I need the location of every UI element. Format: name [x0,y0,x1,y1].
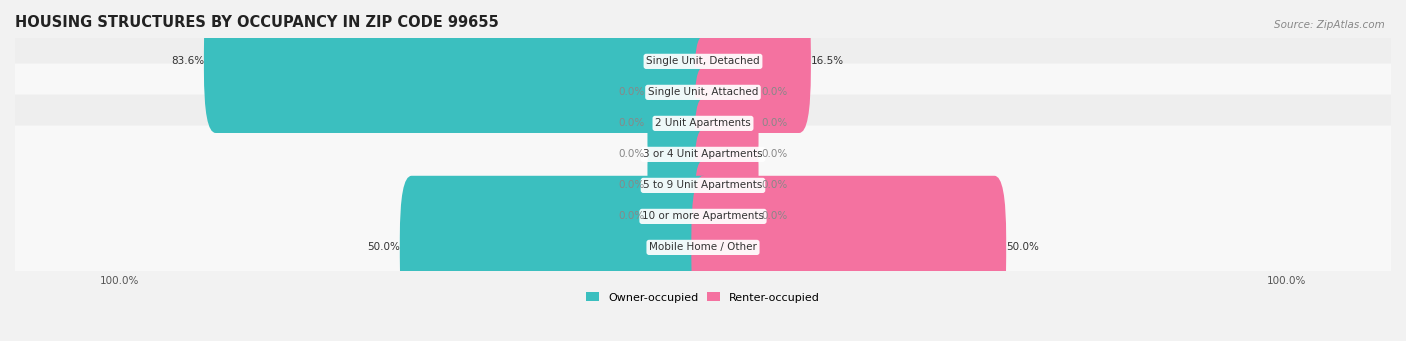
FancyBboxPatch shape [0,125,1406,341]
Text: 0.0%: 0.0% [761,87,787,98]
FancyBboxPatch shape [695,67,758,179]
FancyBboxPatch shape [399,176,714,319]
Text: 0.0%: 0.0% [619,149,645,159]
FancyBboxPatch shape [648,67,711,179]
Text: 0.0%: 0.0% [619,180,645,190]
FancyBboxPatch shape [0,32,1406,276]
FancyBboxPatch shape [0,1,1406,245]
Text: 0.0%: 0.0% [761,180,787,190]
Text: 0.0%: 0.0% [761,118,787,128]
Text: 0.0%: 0.0% [619,118,645,128]
Text: 0.0%: 0.0% [619,211,645,221]
FancyBboxPatch shape [0,0,1406,214]
FancyBboxPatch shape [695,160,758,272]
Text: HOUSING STRUCTURES BY OCCUPANCY IN ZIP CODE 99655: HOUSING STRUCTURES BY OCCUPANCY IN ZIP C… [15,15,499,30]
FancyBboxPatch shape [0,0,1406,183]
Text: 0.0%: 0.0% [761,149,787,159]
Text: 50.0%: 50.0% [367,242,399,252]
Text: 0.0%: 0.0% [619,87,645,98]
Text: 3 or 4 Unit Apartments: 3 or 4 Unit Apartments [643,149,763,159]
FancyBboxPatch shape [648,129,711,241]
Legend: Owner-occupied, Renter-occupied: Owner-occupied, Renter-occupied [581,287,825,307]
FancyBboxPatch shape [0,94,1406,338]
Text: Single Unit, Attached: Single Unit, Attached [648,87,758,98]
Text: 0.0%: 0.0% [761,211,787,221]
FancyBboxPatch shape [0,63,1406,307]
Text: Single Unit, Detached: Single Unit, Detached [647,56,759,66]
Text: 50.0%: 50.0% [1007,242,1039,252]
Text: Source: ZipAtlas.com: Source: ZipAtlas.com [1274,20,1385,30]
Text: Mobile Home / Other: Mobile Home / Other [650,242,756,252]
FancyBboxPatch shape [648,36,711,148]
Text: 16.5%: 16.5% [811,56,844,66]
Text: 83.6%: 83.6% [170,56,204,66]
FancyBboxPatch shape [648,160,711,272]
FancyBboxPatch shape [204,0,714,133]
Text: 5 to 9 Unit Apartments: 5 to 9 Unit Apartments [644,180,762,190]
FancyBboxPatch shape [692,0,811,133]
Text: 10 or more Apartments: 10 or more Apartments [643,211,763,221]
Text: 2 Unit Apartments: 2 Unit Apartments [655,118,751,128]
FancyBboxPatch shape [695,36,758,148]
FancyBboxPatch shape [695,98,758,210]
FancyBboxPatch shape [695,129,758,241]
FancyBboxPatch shape [692,176,1007,319]
FancyBboxPatch shape [648,98,711,210]
